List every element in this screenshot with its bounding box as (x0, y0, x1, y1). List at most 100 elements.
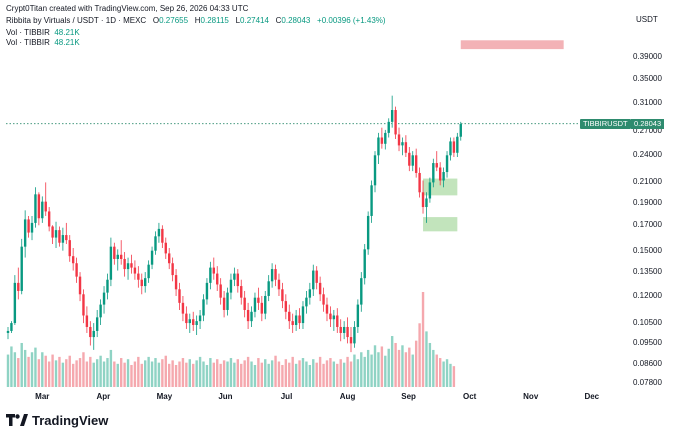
candle-body (168, 253, 171, 264)
candle-body (150, 250, 154, 265)
volume-bar (370, 354, 373, 387)
volume-legend-2[interactable]: Vol · TIBBIR 48.21K (6, 38, 80, 47)
candle-body (240, 286, 243, 298)
candle-body (380, 137, 384, 144)
volume-bar (449, 363, 452, 387)
candle-body (229, 279, 233, 293)
volume-bar (68, 355, 71, 387)
price-tick-label: 0.08600 (633, 358, 662, 368)
zones-layer (423, 40, 564, 232)
candle-body (339, 326, 342, 333)
volume-bar (432, 349, 435, 387)
volume-bar (185, 362, 188, 387)
candle-body (274, 269, 277, 280)
month-label: Jun (218, 392, 233, 401)
candle-body (329, 313, 332, 320)
volume-bar (123, 362, 126, 387)
volume-bar (277, 361, 281, 387)
volume-bar (380, 346, 384, 387)
candle-body (377, 137, 380, 156)
ohlc-l-label: L (235, 16, 241, 25)
volume-bar (192, 363, 195, 387)
volume-bar (198, 356, 202, 387)
candle-body (99, 304, 102, 318)
volume-legend-1[interactable]: Vol · TIBBIR 48.21K (6, 28, 80, 37)
candle-body (23, 219, 27, 247)
volume-bar (10, 346, 13, 387)
candle-body (288, 311, 291, 322)
current-price-ticker: TIBBIRUSDT (580, 118, 631, 129)
volume-bar (222, 360, 226, 387)
tradingview-logo[interactable]: TradingView (6, 412, 108, 428)
candle-body (291, 321, 294, 326)
volume-bar (89, 356, 92, 387)
candle-body (185, 313, 188, 324)
candle-body (414, 155, 418, 173)
month-label: Dec (584, 392, 600, 401)
candle-body (360, 278, 363, 305)
volume-bar (322, 363, 325, 387)
candle-body (373, 155, 377, 186)
volume-bar (421, 292, 425, 387)
ohlc-change: +0.00396 (+1.43%) (317, 16, 386, 25)
candle-body (349, 337, 353, 344)
candle-body (363, 249, 366, 279)
volume-bar (373, 345, 377, 387)
volume-bar (332, 361, 336, 387)
volume-bar (363, 356, 366, 387)
volume-bar (144, 360, 147, 387)
month-label: Mar (35, 392, 50, 401)
candle-body (34, 194, 37, 223)
ohlc-high: 0.28115 (200, 16, 229, 25)
candle-body (61, 235, 65, 243)
volume-bar (85, 361, 89, 387)
volume-bar (82, 352, 85, 387)
candle-body (178, 289, 181, 303)
candle-body (250, 311, 253, 322)
volume-bar (301, 358, 305, 387)
support-zone (423, 178, 458, 196)
price-tick-label: 0.24000 (633, 150, 662, 160)
candle-body (397, 134, 401, 146)
volume-bar (195, 360, 198, 387)
candle-body (445, 155, 449, 173)
volume-bar (414, 340, 418, 387)
volume-bar (246, 356, 250, 387)
candle-body (257, 297, 260, 303)
candle-body (315, 270, 318, 283)
candle-body (119, 254, 123, 259)
candle-body (47, 211, 51, 227)
volume-bar (137, 356, 140, 387)
volume-bar (164, 355, 167, 387)
volume-bar (325, 360, 329, 387)
candle-body (198, 315, 202, 322)
candle-body (89, 326, 92, 338)
candle-body (164, 242, 167, 254)
volume-bar (377, 352, 380, 387)
volume-bar (349, 361, 353, 387)
volume-bar (438, 358, 442, 387)
candles-layer (6, 95, 462, 353)
ohlc-low: 0.27414 (240, 16, 269, 25)
currency-label[interactable]: USDT (636, 15, 658, 24)
volume-bar (202, 361, 205, 387)
candle-body (404, 142, 408, 153)
candle-body (188, 319, 191, 324)
volume-bar (401, 345, 404, 387)
ohlc-o-label: O (152, 16, 160, 25)
candle-body (233, 273, 236, 280)
volume-bar (353, 354, 356, 387)
candle-body (140, 279, 143, 287)
candle-body (305, 297, 308, 307)
volume-bar (257, 358, 260, 387)
price-tick-label: 0.09500 (633, 338, 662, 348)
support-zone (423, 217, 458, 232)
candle-body (366, 215, 370, 250)
candle-body (17, 282, 20, 291)
symbol-name[interactable]: Ribbita by Virtuals / USDT · 1D · MEXC (6, 16, 147, 25)
candle-body (205, 282, 209, 300)
volume-bar (95, 359, 99, 387)
volume-bar (315, 362, 318, 387)
volume-bar (168, 363, 171, 387)
